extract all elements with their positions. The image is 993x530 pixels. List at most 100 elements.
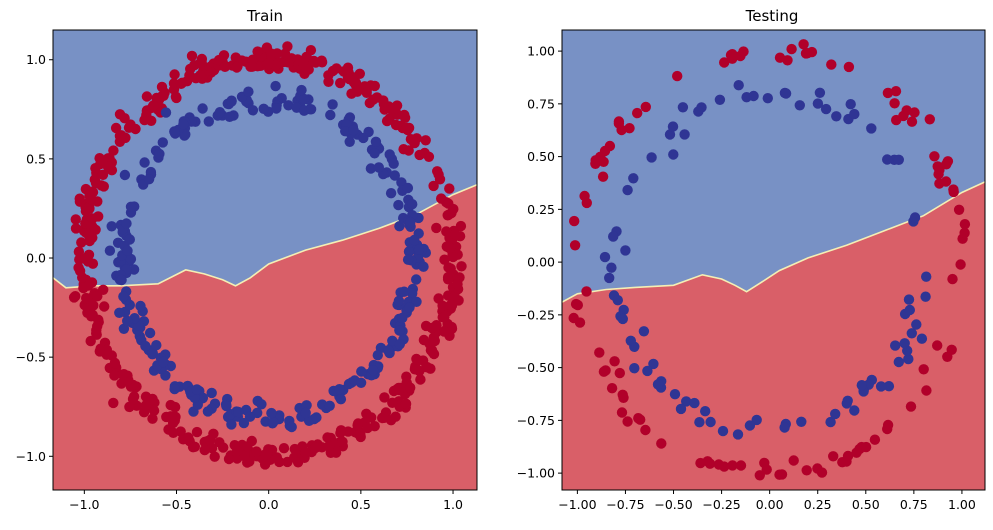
point-inner	[617, 313, 628, 325]
point-outer	[171, 92, 182, 104]
point-outer	[305, 45, 317, 56]
point-outer	[618, 392, 629, 403]
point-outer	[183, 432, 194, 443]
point-inner	[638, 326, 650, 337]
point-outer	[788, 455, 799, 466]
point-outer	[816, 467, 828, 478]
point-outer	[955, 259, 966, 270]
point-inner	[733, 80, 744, 91]
point-outer	[175, 78, 187, 90]
point-outer	[421, 361, 432, 373]
point-outer	[786, 43, 797, 55]
point-inner	[606, 262, 617, 273]
point-inner	[394, 325, 405, 336]
point-inner	[762, 93, 773, 104]
point-outer	[452, 278, 463, 290]
point-outer	[695, 457, 706, 469]
point-inner	[367, 365, 379, 376]
point-outer	[614, 367, 625, 379]
point-inner	[214, 107, 226, 118]
x-tick-label: 1.0	[443, 497, 463, 512]
point-inner	[845, 99, 856, 110]
point-inner	[356, 366, 367, 377]
point-inner	[689, 397, 700, 409]
point-outer	[735, 460, 747, 471]
point-outer	[423, 151, 435, 162]
point-outer	[251, 446, 262, 457]
x-tick-label: −1.00	[558, 497, 596, 512]
point-inner	[899, 338, 910, 349]
point-outer	[68, 292, 80, 303]
point-outer	[158, 90, 169, 102]
point-outer	[168, 427, 179, 438]
point-inner	[206, 387, 217, 399]
point-inner	[668, 149, 679, 160]
point-inner	[405, 217, 416, 228]
point-outer	[727, 460, 738, 471]
point-outer	[87, 258, 99, 269]
point-outer	[297, 57, 309, 68]
point-outer	[624, 123, 635, 134]
point-outer	[355, 431, 366, 443]
x-tick-label: 0.25	[804, 497, 832, 512]
point-inner	[311, 412, 322, 423]
point-inner	[270, 80, 281, 92]
point-inner	[904, 304, 915, 316]
y-tick-label: 0.00	[527, 255, 555, 270]
point-inner	[402, 182, 414, 194]
point-inner	[629, 363, 640, 374]
point-inner	[893, 154, 904, 165]
point-inner	[135, 300, 146, 312]
point-inner	[413, 244, 425, 255]
point-inner	[612, 295, 623, 306]
point-outer	[632, 107, 643, 119]
point-inner	[394, 221, 405, 232]
point-inner	[169, 127, 181, 138]
point-inner	[693, 106, 704, 117]
point-inner	[841, 398, 852, 409]
point-outer	[439, 254, 450, 265]
point-outer	[323, 76, 334, 88]
point-inner	[191, 384, 203, 395]
point-outer	[335, 427, 346, 439]
point-outer	[73, 246, 85, 257]
point-inner	[893, 356, 904, 368]
point-inner	[397, 312, 408, 324]
train-panel: Train −1.0 −0.5 0.0 0.5 1.0 −1.0 −0.5 0.0 0.5 1.0	[16, 7, 478, 512]
point-outer	[114, 136, 126, 147]
point-outer	[266, 48, 277, 59]
point-outer	[409, 364, 421, 375]
point-inner	[664, 129, 676, 140]
point-outer	[218, 442, 229, 453]
y-tick-label: 0.0	[26, 251, 46, 266]
point-outer	[801, 465, 812, 476]
point-outer	[941, 159, 952, 170]
point-inner	[118, 323, 130, 334]
x-tick-label: 0.00	[756, 497, 784, 512]
point-outer	[344, 73, 355, 85]
plot-area	[53, 30, 477, 490]
point-outer	[616, 124, 627, 136]
point-outer	[108, 397, 119, 409]
point-inner	[266, 407, 277, 419]
point-outer	[401, 122, 413, 133]
point-inner	[909, 212, 921, 223]
point-inner	[732, 429, 744, 440]
point-inner	[370, 136, 382, 147]
point-outer	[934, 164, 945, 176]
point-inner	[271, 103, 282, 114]
point-inner	[365, 163, 377, 174]
x-tick-label: 1.00	[948, 497, 976, 512]
point-outer	[438, 326, 450, 337]
point-outer	[447, 251, 459, 263]
point-inner	[256, 399, 267, 410]
point-outer	[70, 214, 82, 225]
point-outer	[882, 87, 894, 99]
point-inner	[340, 126, 351, 137]
x-tick-label: −0.75	[606, 497, 644, 512]
point-outer	[948, 184, 959, 195]
point-outer	[74, 193, 85, 204]
point-outer	[851, 447, 862, 458]
point-inner	[866, 123, 877, 134]
point-outer	[246, 61, 258, 72]
